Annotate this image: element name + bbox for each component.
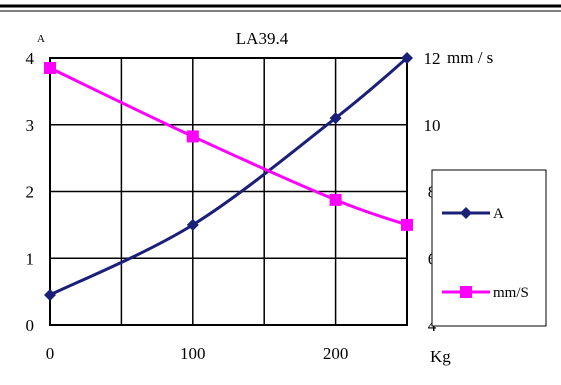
x-tick-label: 0 bbox=[46, 344, 55, 363]
legend-swatch-marker bbox=[460, 207, 472, 219]
right-tick-label: 12 bbox=[424, 49, 441, 68]
left-tick-label: 0 bbox=[26, 316, 35, 335]
x-tick-label: 200 bbox=[323, 344, 349, 363]
x-axis-label: Kg bbox=[430, 347, 451, 366]
data-point bbox=[329, 112, 342, 125]
x-tick-label: 100 bbox=[180, 344, 206, 363]
left-tick-label: 4 bbox=[26, 49, 35, 68]
left-tick-label: 1 bbox=[26, 249, 35, 268]
series-line bbox=[49, 66, 408, 227]
right-tick-label: 10 bbox=[424, 116, 441, 135]
legend-label: mm/S bbox=[493, 285, 529, 301]
data-point bbox=[401, 52, 413, 64]
legend-box bbox=[431, 169, 547, 327]
data-point bbox=[44, 62, 56, 75]
legend-label: A bbox=[493, 206, 504, 222]
x-axis-ticks: 0 100 200 bbox=[46, 344, 349, 363]
data-point bbox=[401, 218, 413, 231]
data-point bbox=[329, 193, 342, 206]
data-point bbox=[186, 130, 199, 143]
legend-swatch-marker bbox=[460, 286, 472, 298]
grid bbox=[50, 58, 407, 325]
series-line bbox=[49, 56, 408, 297]
data-point bbox=[44, 288, 56, 301]
left-axis-label: A bbox=[37, 33, 45, 45]
legend: Amm/S bbox=[442, 206, 529, 301]
left-tick-label: 3 bbox=[26, 116, 35, 135]
data-point bbox=[186, 218, 199, 231]
left-axis-ticks: 0 1 2 3 4 bbox=[26, 49, 35, 335]
chart-title: LA39.4 bbox=[236, 29, 289, 48]
left-tick-label: 2 bbox=[26, 183, 35, 202]
series-layer bbox=[44, 52, 413, 301]
right-axis-label: mm / s bbox=[447, 48, 493, 67]
